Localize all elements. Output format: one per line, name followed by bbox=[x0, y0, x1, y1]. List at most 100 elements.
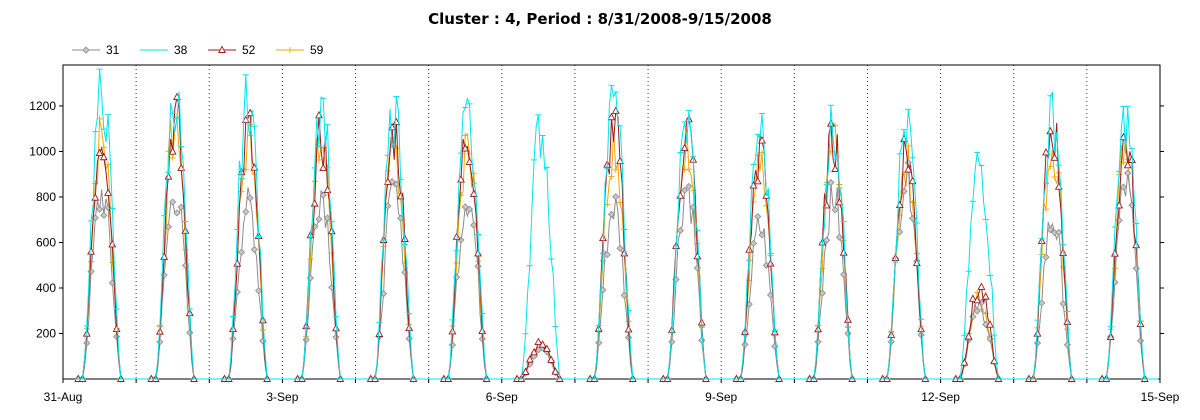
data-point bbox=[611, 106, 620, 114]
data-point bbox=[173, 209, 181, 217]
data-point bbox=[470, 221, 478, 229]
series-line-52 bbox=[78, 96, 1159, 380]
data-point bbox=[238, 248, 246, 256]
data-point bbox=[595, 339, 603, 347]
data-point bbox=[973, 295, 982, 304]
data-point bbox=[405, 323, 414, 331]
data-point bbox=[1115, 200, 1124, 209]
data-point bbox=[259, 337, 267, 345]
data-point bbox=[1110, 249, 1119, 257]
data-point bbox=[478, 326, 487, 334]
data-point bbox=[1123, 160, 1132, 169]
data-point bbox=[758, 231, 766, 239]
axes: 200 400 600 800 1000 1200 31-Aug 3-Sep 6-Sep 9-Se… bbox=[29, 99, 1179, 404]
data-point bbox=[1042, 253, 1050, 261]
data-point bbox=[534, 337, 543, 346]
data-point bbox=[1055, 228, 1063, 236]
data-point bbox=[315, 110, 323, 119]
data-point bbox=[1106, 332, 1115, 340]
data-point bbox=[168, 147, 177, 155]
data-point bbox=[551, 367, 560, 375]
data-point bbox=[1128, 201, 1136, 209]
data-point bbox=[310, 199, 319, 207]
data-point bbox=[753, 176, 762, 185]
data-point bbox=[521, 367, 530, 375]
data-point bbox=[461, 144, 470, 152]
data-point bbox=[112, 324, 121, 333]
y-tick-label: 1000 bbox=[29, 144, 56, 158]
data-point bbox=[835, 233, 843, 241]
data-point bbox=[982, 320, 990, 328]
data-point bbox=[177, 203, 185, 211]
data-point bbox=[526, 360, 534, 368]
legend-label-38: 38 bbox=[174, 43, 188, 57]
data-point bbox=[676, 191, 685, 199]
data-point bbox=[469, 189, 478, 197]
x-tick-label: 15-Sep bbox=[1141, 390, 1180, 404]
data-point bbox=[612, 193, 620, 201]
data-point bbox=[478, 335, 486, 343]
data-point bbox=[616, 244, 624, 252]
data-point bbox=[104, 188, 113, 196]
data-point bbox=[839, 248, 848, 256]
data-point bbox=[607, 210, 616, 218]
data-point bbox=[685, 182, 693, 190]
data-point bbox=[92, 180, 99, 187]
data-point bbox=[448, 326, 457, 335]
x-tick-label: 9-Sep bbox=[705, 390, 737, 404]
data-point bbox=[525, 355, 534, 363]
data-point bbox=[327, 226, 336, 235]
data-point bbox=[818, 289, 826, 297]
data-point bbox=[238, 188, 245, 195]
data-point bbox=[474, 248, 482, 257]
data-point bbox=[1038, 251, 1045, 258]
data-point bbox=[461, 203, 469, 211]
data-point bbox=[620, 248, 629, 257]
data-point bbox=[315, 215, 323, 223]
x-tick-label: 6-Sep bbox=[486, 390, 518, 404]
data-point bbox=[968, 294, 977, 302]
series-52 bbox=[74, 92, 1159, 382]
data-point bbox=[250, 245, 258, 254]
data-point bbox=[538, 340, 547, 348]
data-point bbox=[835, 197, 844, 206]
data-point bbox=[771, 342, 779, 350]
legend-marker-59 bbox=[287, 47, 293, 53]
data-point bbox=[246, 194, 254, 202]
data-point bbox=[530, 347, 539, 356]
data-point bbox=[624, 325, 633, 333]
data-point bbox=[819, 265, 826, 272]
data-point bbox=[319, 191, 327, 199]
series-31 bbox=[74, 159, 1159, 383]
data-point bbox=[380, 290, 388, 298]
data-point bbox=[396, 191, 405, 200]
data-point bbox=[978, 306, 985, 313]
data-point bbox=[302, 336, 310, 344]
data-point bbox=[612, 166, 619, 173]
data-point bbox=[100, 211, 108, 219]
data-point bbox=[1046, 126, 1055, 135]
data-point bbox=[766, 259, 775, 267]
data-point bbox=[332, 323, 340, 332]
data-point bbox=[763, 202, 770, 209]
data-point bbox=[1119, 183, 1127, 191]
x-tick-label: 31-Aug bbox=[44, 390, 83, 404]
data-point bbox=[973, 307, 981, 315]
legend-label-31: 31 bbox=[106, 43, 120, 57]
data-point bbox=[392, 180, 400, 188]
data-point bbox=[964, 332, 973, 340]
data-point bbox=[981, 292, 990, 300]
data-point bbox=[617, 199, 624, 206]
data-point bbox=[608, 173, 615, 180]
data-point bbox=[901, 171, 908, 178]
data-point bbox=[676, 226, 684, 235]
data-point bbox=[896, 228, 904, 236]
data-point bbox=[616, 156, 624, 165]
data-point bbox=[96, 205, 104, 213]
data-point bbox=[960, 358, 969, 366]
data-point bbox=[986, 320, 994, 328]
data-point bbox=[827, 178, 835, 187]
data-point bbox=[831, 164, 840, 172]
data-point bbox=[693, 251, 702, 260]
data-point bbox=[1050, 153, 1059, 161]
